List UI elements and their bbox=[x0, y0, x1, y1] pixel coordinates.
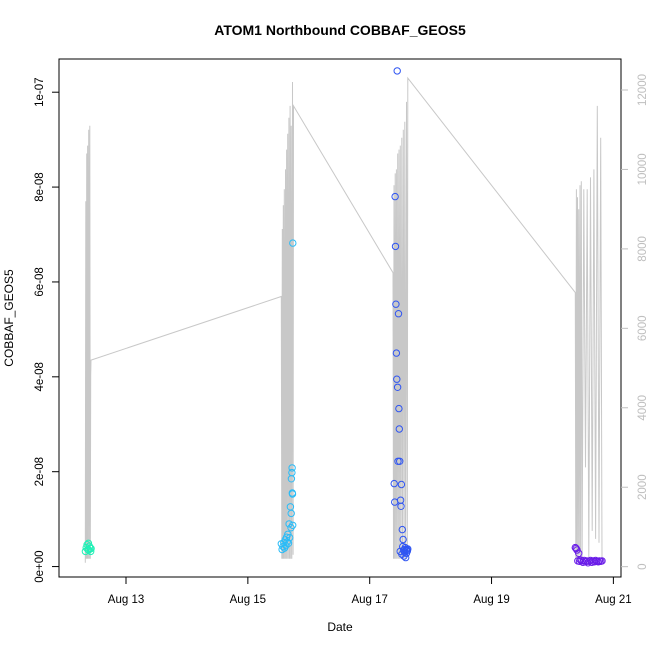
data-point bbox=[393, 375, 401, 383]
data-point bbox=[288, 468, 296, 477]
x-tick-label: Aug 19 bbox=[473, 594, 509, 606]
data-point bbox=[398, 525, 406, 534]
y2-tick-label: 2000 bbox=[637, 474, 649, 500]
x-tick-label: Aug 15 bbox=[230, 594, 266, 606]
data-point bbox=[391, 192, 399, 201]
x-tick-label: Aug 17 bbox=[351, 594, 387, 606]
data-point bbox=[289, 521, 297, 529]
y2-axis: 0 2000 4000 6000 8000 10000 12000 bbox=[621, 74, 649, 570]
data-point bbox=[404, 545, 412, 553]
point-series bbox=[81, 67, 606, 567]
data-point bbox=[287, 509, 295, 518]
y-tick-label: 4e-08 bbox=[34, 362, 46, 391]
data-point bbox=[399, 535, 407, 544]
data-point bbox=[390, 479, 398, 488]
data-point bbox=[285, 520, 293, 528]
y-tick-label: 2e-08 bbox=[34, 457, 46, 486]
data-point bbox=[394, 310, 403, 318]
data-point bbox=[397, 502, 405, 510]
data-point bbox=[288, 464, 296, 472]
data-point bbox=[393, 383, 402, 391]
y-axis-label: COBBAF_GEOS5 bbox=[2, 269, 16, 367]
y2-tick-label: 8000 bbox=[637, 236, 649, 262]
secondary-series-line bbox=[84, 76, 603, 563]
data-point bbox=[393, 67, 401, 75]
data-point bbox=[598, 557, 606, 565]
data-point bbox=[397, 480, 406, 489]
y-tick-label: 6e-08 bbox=[34, 267, 46, 296]
data-point bbox=[392, 349, 401, 357]
y-tick-label: 0e+00 bbox=[34, 550, 46, 582]
data-point bbox=[402, 553, 410, 562]
secondary-series bbox=[84, 76, 603, 563]
x-axis: Aug 13 Aug 15 Aug 17 Aug 19 Aug 21 bbox=[108, 577, 632, 606]
data-point bbox=[391, 242, 400, 251]
y2-tick-label: 4000 bbox=[637, 395, 649, 421]
x-axis-label: Date bbox=[327, 620, 353, 634]
y2-tick-label: 0 bbox=[637, 563, 649, 569]
data-point bbox=[396, 457, 404, 465]
y2-tick-label: 10000 bbox=[637, 153, 649, 185]
x-tick-label: Aug 21 bbox=[595, 594, 631, 606]
data-point bbox=[289, 239, 297, 247]
y2-tick-label: 6000 bbox=[637, 316, 649, 342]
data-point bbox=[395, 425, 403, 433]
plot-frame bbox=[58, 58, 622, 578]
data-point bbox=[395, 404, 403, 413]
data-point bbox=[575, 549, 583, 557]
chart-title: ATOM1 Northbound COBBAF_GEOS5 bbox=[214, 22, 466, 38]
data-point bbox=[284, 539, 293, 547]
x-tick-label: Aug 13 bbox=[108, 594, 144, 606]
data-point bbox=[282, 542, 290, 550]
data-point bbox=[283, 538, 291, 546]
y-axis: 0e+00 2e-08 4e-08 6e-08 8e-08 1e-07 bbox=[34, 77, 59, 583]
y2-tick-label: 12000 bbox=[637, 74, 649, 106]
y-tick-label: 1e-07 bbox=[34, 77, 46, 106]
data-point bbox=[392, 300, 400, 308]
data-point bbox=[87, 547, 95, 556]
data-point bbox=[279, 542, 287, 551]
data-point bbox=[288, 490, 297, 498]
data-point bbox=[87, 544, 95, 553]
data-point bbox=[286, 533, 294, 542]
y-tick-label: 8e-08 bbox=[34, 172, 46, 201]
